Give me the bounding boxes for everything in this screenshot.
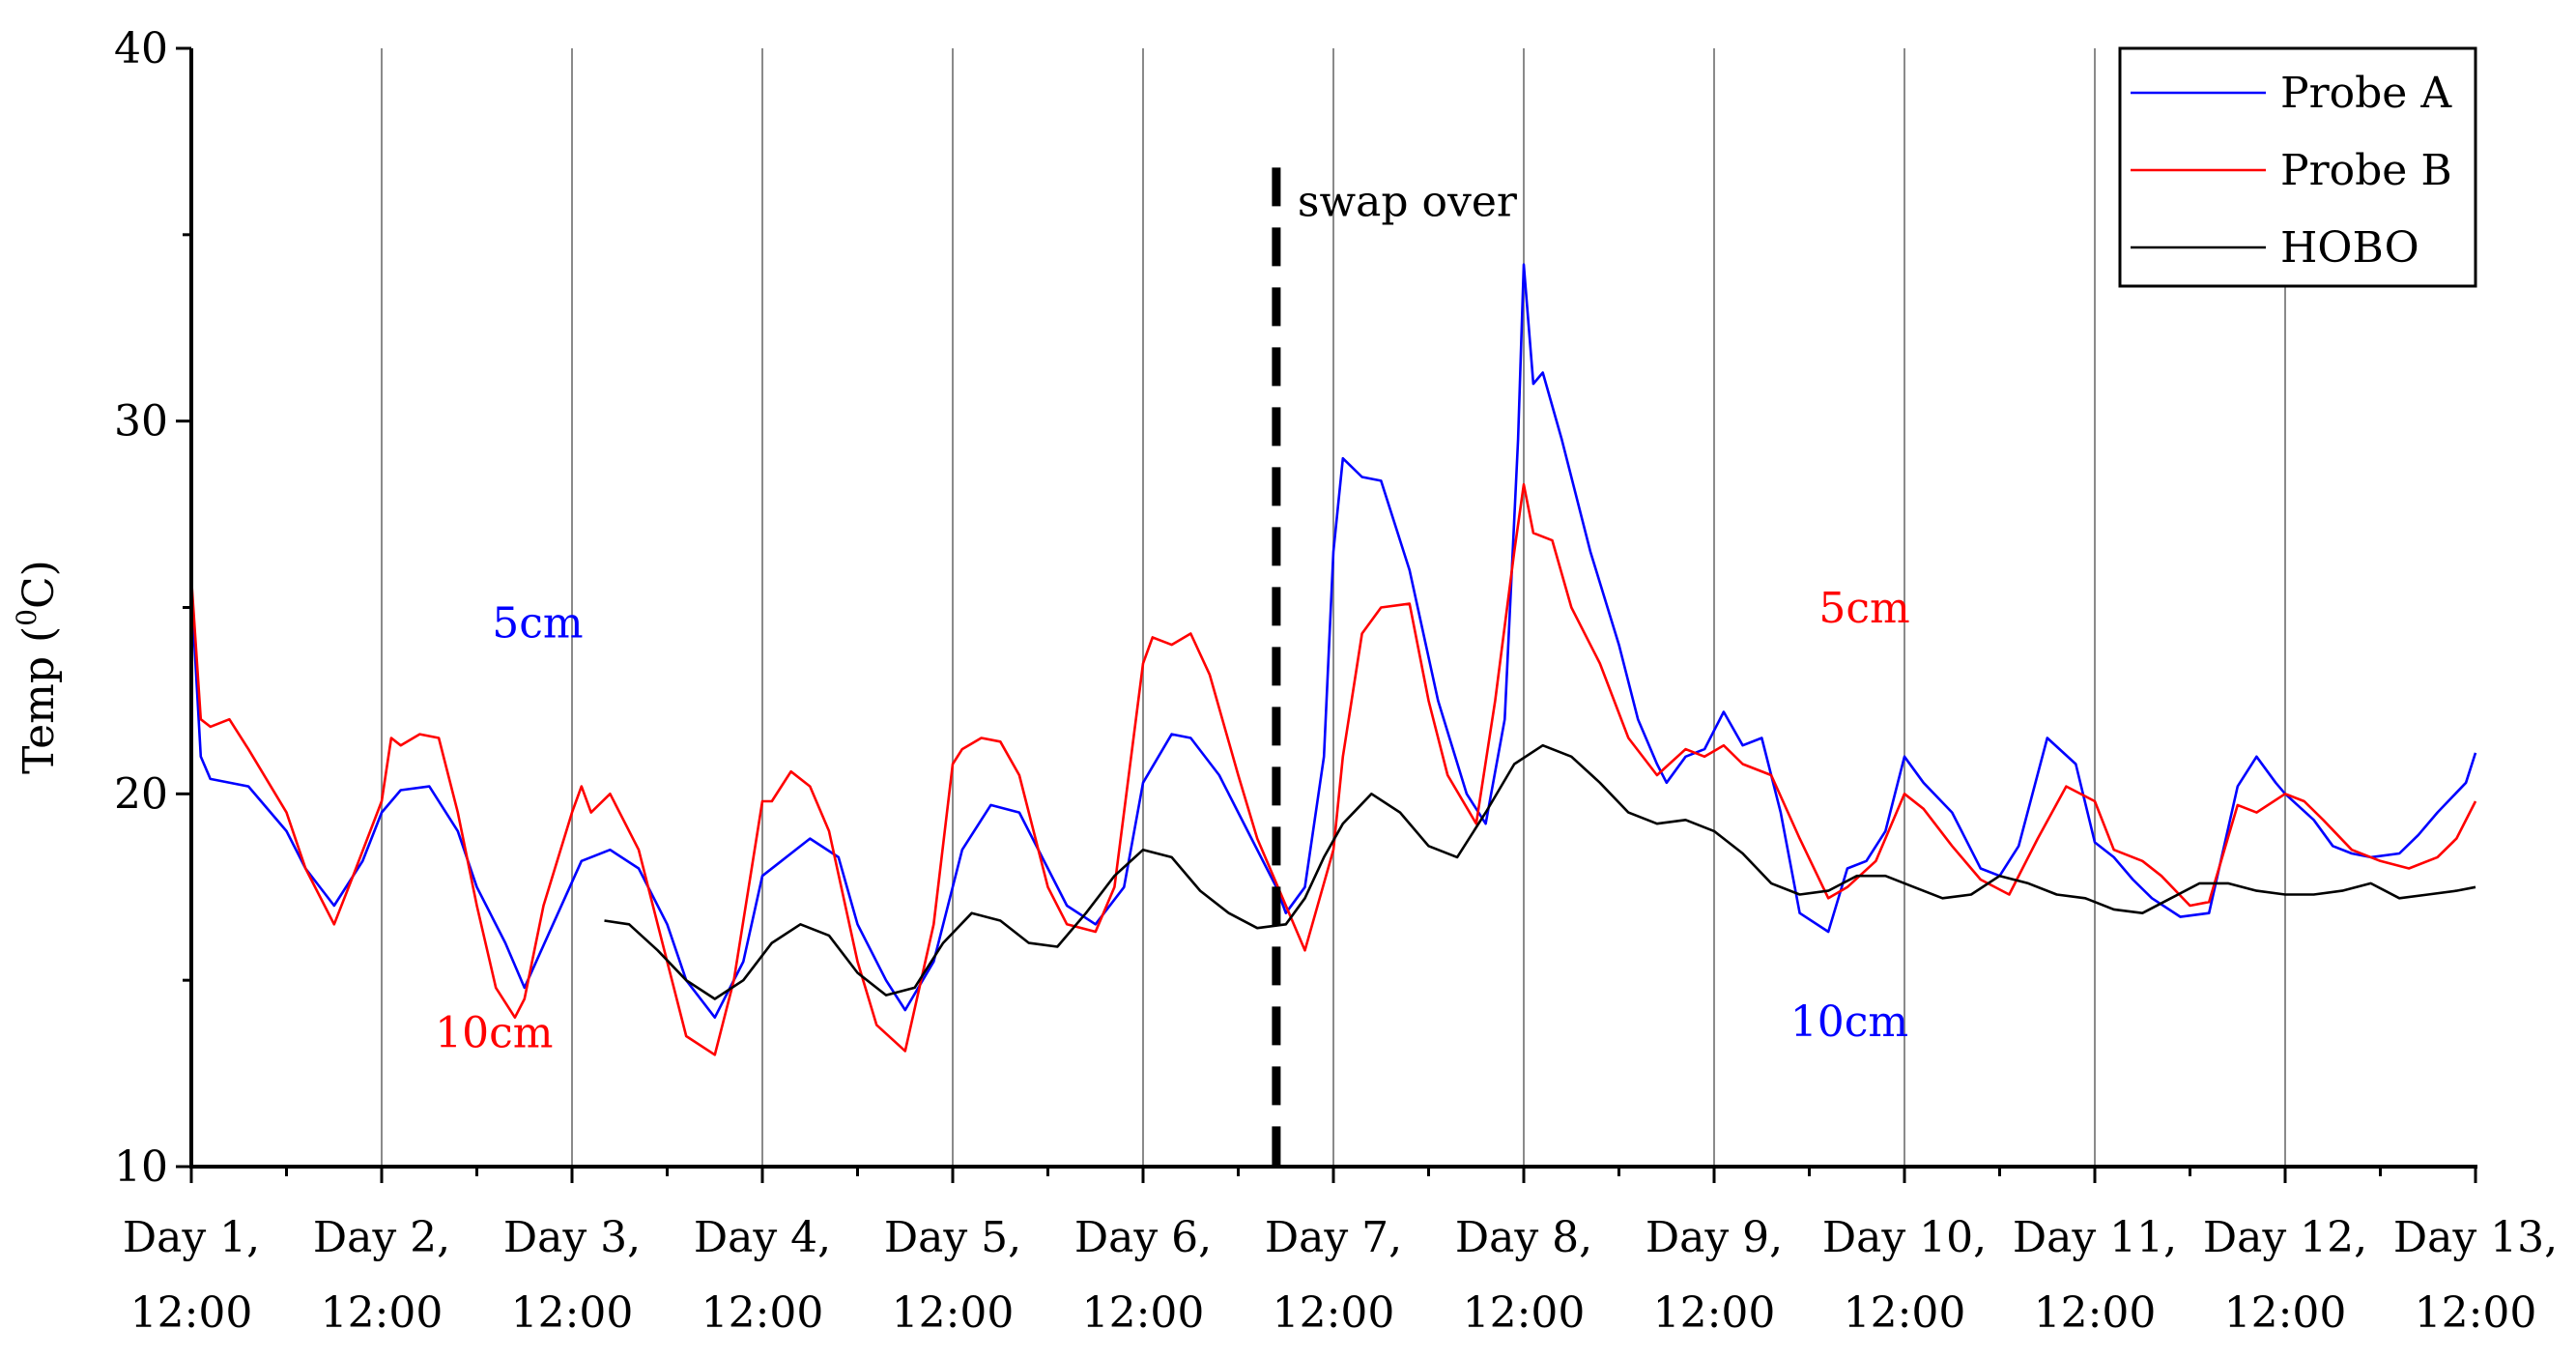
series-line-probe-b [189, 482, 2477, 1056]
x-tick-label-time: 12:00 [2224, 1288, 2347, 1338]
annotation-layer: 5cm 10cm 5cm 10cm [435, 584, 1910, 1058]
y-tick-label: 10 [114, 1142, 168, 1192]
x-tick-label-day: Day 2, [313, 1213, 450, 1262]
depth-annotation: 10cm [1790, 997, 1908, 1047]
depth-annotation: 5cm [492, 598, 583, 648]
x-tick-label-time: 12:00 [1273, 1288, 1395, 1338]
legend-label: Probe B [2280, 146, 2452, 195]
x-tick-label-day: Day 4, [694, 1213, 831, 1262]
x-tick-label-time: 12:00 [511, 1288, 634, 1338]
legend-label: HOBO [2280, 223, 2419, 273]
x-tick-label-day: Day 9, [1646, 1213, 1783, 1262]
x-tick-label-time: 12:00 [892, 1288, 1015, 1338]
x-tick-label-time: 12:00 [1844, 1288, 1966, 1338]
y-tick-label: 40 [114, 24, 168, 73]
x-tick-label-time: 12:00 [2415, 1288, 2537, 1338]
legend: Probe A Probe B HOBO [2118, 46, 2477, 288]
axes-layer: 10 20 30 40 Day 1, 12:00 Day 2, 12:00 Day 3, 12:0… [114, 24, 2558, 1338]
x-tick-label-time: 12:00 [701, 1288, 824, 1338]
swap-layer: swap over [1272, 167, 1518, 1167]
depth-annotation: 5cm [1818, 584, 1909, 633]
x-tick-label-time: 12:00 [1082, 1288, 1205, 1338]
x-tick-label-day: Day 7, [1265, 1213, 1402, 1262]
y-tick-label: 20 [114, 769, 168, 819]
x-tick-label-day: Day 5, [884, 1213, 1021, 1262]
swap-over-label: swap over [1298, 178, 1518, 227]
x-tick-label-day: Day 12, [2203, 1213, 2367, 1262]
y-axis-title: Temp (0C) [11, 560, 64, 774]
y-tick-label: 30 [114, 397, 168, 447]
x-tick-label-time: 12:00 [1463, 1288, 1586, 1338]
x-tick-label-time: 12:00 [1653, 1288, 1776, 1338]
x-tick-label-day: Day 11, [2013, 1213, 2177, 1262]
depth-annotation: 10cm [435, 1009, 553, 1058]
series-line-probe-a [189, 263, 2477, 1019]
x-tick-label-time: 12:00 [2034, 1288, 2157, 1338]
series-line-hobo [604, 743, 2476, 1000]
legend-label: Probe A [2280, 69, 2452, 118]
x-tick-label-time: 12:00 [130, 1288, 253, 1338]
x-tick-label-time: 12:00 [321, 1288, 444, 1338]
x-tick-label-day: Day 6, [1074, 1213, 1212, 1262]
x-tick-label-day: Day 10, [1822, 1213, 1987, 1262]
series-layer [189, 263, 2477, 1056]
x-tick-label-day: Day 1, [123, 1213, 260, 1262]
x-tick-label-day: Day 13, [2393, 1213, 2558, 1262]
x-tick-label-day: Day 8, [1455, 1213, 1592, 1262]
x-tick-label-day: Day 3, [503, 1213, 641, 1262]
